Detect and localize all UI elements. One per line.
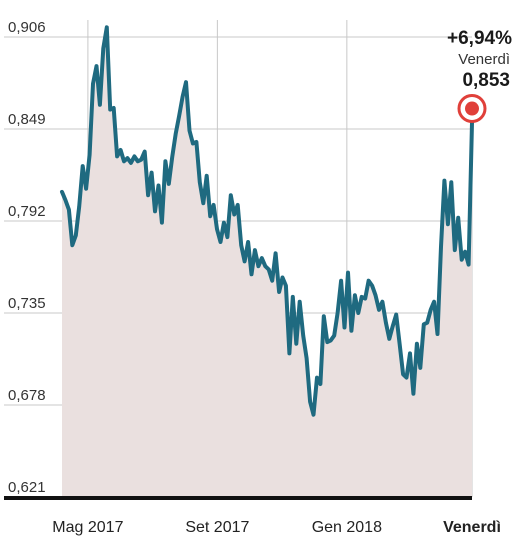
series-line [60,25,474,417]
y-tick-label: 0,678 [8,387,46,404]
x-axis-ticks: Mag 2017 Set 2017 Gen 2018 Venerdì [52,519,501,536]
area-fill [62,27,472,498]
marker-dot [465,101,479,116]
day-label: Venerdì [458,51,510,68]
change-label: +6,94% [447,28,512,49]
x-tick-label: Set 2017 [185,519,249,536]
y-tick-label: 0,735 [8,295,46,312]
x-tick-label: Venerdì [443,519,501,536]
value-label: 0,853 [462,70,510,91]
x-tick-label: Mag 2017 [52,519,123,536]
x-tick-label: Gen 2018 [312,519,382,536]
y-axis-ticks: 0,906 0,849 0,792 0,735 0,678 0,621 [8,19,46,496]
last-value-marker [457,94,487,124]
y-tick-label: 0,849 [8,111,46,128]
y-tick-label: 0,906 [8,19,46,36]
y-tick-label: 0,792 [8,203,46,220]
y-tick-label: 0,621 [8,479,46,496]
